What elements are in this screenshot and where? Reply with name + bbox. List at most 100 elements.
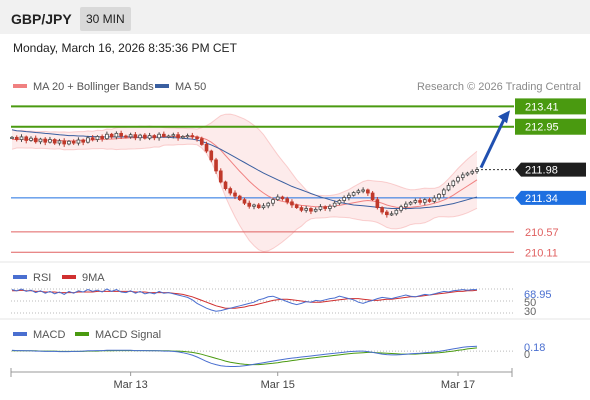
candle-up bbox=[361, 189, 365, 192]
target-level-label: 213.41 bbox=[525, 101, 559, 113]
ma20-legend-label: MA 20 + Bollinger Bands bbox=[33, 81, 154, 93]
rsi-line bbox=[11, 288, 477, 312]
last-price-tag bbox=[515, 162, 586, 177]
candle-down bbox=[100, 136, 104, 140]
header-bar: GBP/JPY 30 MIN bbox=[0, 0, 590, 34]
candle-down bbox=[285, 198, 290, 203]
candle-up bbox=[252, 204, 256, 207]
candle-up bbox=[389, 213, 394, 216]
macd-line bbox=[11, 345, 478, 367]
target-level-tag bbox=[515, 98, 586, 115]
candle-up bbox=[394, 209, 399, 215]
candle-up bbox=[157, 133, 161, 139]
macd-legend-swatch bbox=[13, 332, 27, 336]
candle-down bbox=[81, 139, 85, 143]
price-panel: 213.41 212.95 211.98 211.34 210.57 210.11 bbox=[10, 98, 586, 259]
candle-up bbox=[76, 139, 81, 144]
bollinger-upper-line bbox=[11, 113, 478, 197]
macd-last-value: 0.18 bbox=[524, 342, 545, 354]
timeframe-button[interactable]: 30 MIN bbox=[80, 7, 131, 31]
candle-down bbox=[199, 138, 204, 145]
candle-up bbox=[408, 201, 413, 205]
candle-down bbox=[43, 138, 48, 143]
forecast-arrow-head bbox=[498, 110, 510, 124]
candle-up bbox=[67, 140, 71, 145]
candle-up bbox=[337, 200, 342, 204]
candle-up bbox=[271, 199, 275, 204]
candle-up bbox=[261, 205, 266, 209]
candle-down bbox=[204, 144, 209, 152]
candle-down bbox=[237, 195, 242, 201]
candle-up bbox=[332, 202, 337, 207]
rsi-tick-50: 50 bbox=[524, 297, 536, 309]
candle-up bbox=[171, 134, 176, 137]
candle-up bbox=[86, 137, 90, 143]
candle-up bbox=[328, 205, 332, 209]
candle-down bbox=[427, 199, 432, 202]
candle-up bbox=[128, 134, 133, 138]
candle-down bbox=[143, 134, 147, 139]
macd-tick-0: 0 bbox=[524, 349, 530, 361]
rsi-panel bbox=[11, 288, 514, 314]
macd-panel bbox=[11, 345, 514, 367]
candle-up bbox=[446, 185, 451, 191]
candle-down bbox=[418, 200, 422, 203]
candle-up bbox=[351, 192, 356, 196]
candle-down bbox=[119, 132, 123, 137]
x-axis: Mar 13 Mar 15 Mar 17 bbox=[10, 368, 513, 391]
candle-up bbox=[451, 180, 456, 186]
support-level-label: 210.11 bbox=[525, 247, 558, 259]
candle-up bbox=[10, 136, 14, 139]
candle-up bbox=[318, 206, 323, 210]
target-level-tag bbox=[515, 118, 586, 135]
candle-down bbox=[33, 137, 38, 143]
candle-down bbox=[209, 150, 214, 161]
pivot-level-label: 211.34 bbox=[525, 193, 558, 205]
bollinger-lower-line bbox=[11, 143, 478, 253]
candle-up bbox=[180, 136, 185, 139]
candle-up bbox=[275, 196, 280, 201]
candle-up bbox=[95, 136, 100, 140]
candle-up bbox=[404, 203, 408, 208]
candle-down bbox=[190, 135, 195, 138]
candle-up bbox=[456, 177, 460, 182]
candle-down bbox=[133, 134, 138, 139]
candle-up bbox=[185, 135, 190, 138]
candle-up bbox=[475, 169, 479, 172]
candle-down bbox=[290, 201, 294, 206]
forecast-arrow-shaft bbox=[479, 118, 506, 169]
candle-down bbox=[124, 135, 128, 138]
candle-up bbox=[399, 206, 403, 211]
candle-up bbox=[304, 208, 309, 211]
candle-down bbox=[370, 192, 375, 201]
candle-up bbox=[147, 135, 152, 139]
candle-down bbox=[162, 133, 166, 137]
candle-down bbox=[109, 133, 114, 138]
candle-down bbox=[218, 170, 223, 183]
candle-down bbox=[228, 188, 233, 194]
candle-down bbox=[233, 192, 237, 197]
candle-down bbox=[214, 159, 218, 172]
candle-up bbox=[166, 135, 171, 138]
candle-down bbox=[294, 204, 299, 209]
candle-up bbox=[413, 200, 418, 203]
x-axis-tick-label: Mar 15 bbox=[261, 379, 295, 391]
rsi-tick-30: 30 bbox=[524, 306, 536, 318]
candle-down bbox=[280, 196, 285, 200]
candle-up bbox=[422, 199, 427, 203]
ma20-legend-swatch bbox=[13, 84, 27, 88]
rsi-9ma-legend-swatch bbox=[62, 275, 76, 279]
bollinger-band-fill bbox=[12, 114, 477, 252]
candle-down bbox=[223, 181, 228, 190]
candle-up bbox=[48, 139, 52, 143]
rsi-legend-swatch bbox=[13, 275, 27, 279]
ma50-legend-label: MA 50 bbox=[175, 81, 206, 93]
candle-up bbox=[441, 189, 446, 195]
candle-down bbox=[24, 136, 29, 141]
candle-down bbox=[14, 136, 19, 140]
candle-down bbox=[90, 137, 95, 140]
candle-down bbox=[52, 139, 57, 144]
candle-down bbox=[152, 135, 157, 139]
candle-up bbox=[356, 190, 361, 193]
candle-up bbox=[437, 193, 441, 199]
